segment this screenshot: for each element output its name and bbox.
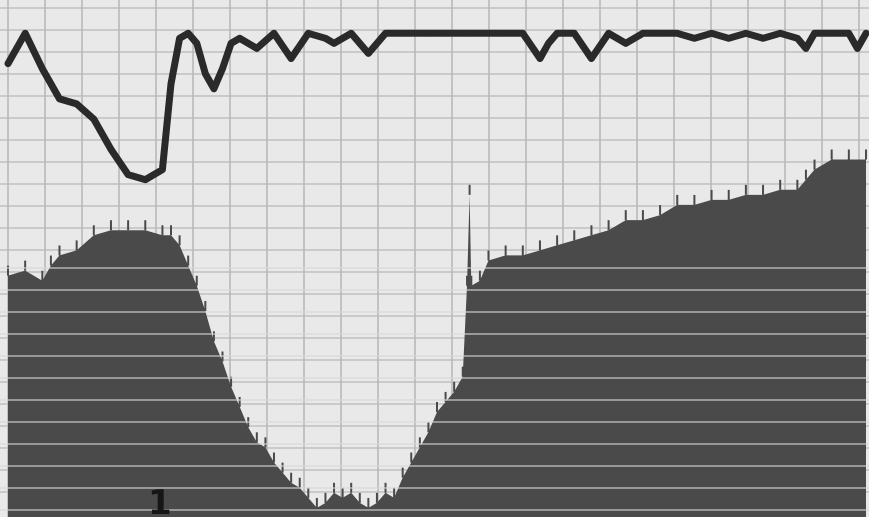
trace-series-point bbox=[142, 176, 149, 183]
trace-series-point bbox=[236, 35, 243, 42]
trace-series-point bbox=[656, 30, 664, 37]
trace-series-point bbox=[742, 30, 750, 37]
trace-series-point bbox=[708, 30, 715, 37]
trace-series-point bbox=[828, 30, 835, 37]
trace-series-point bbox=[176, 35, 183, 42]
trace-series-point bbox=[348, 30, 355, 37]
trace-series-point bbox=[382, 30, 389, 37]
trace-series-point bbox=[39, 65, 46, 72]
trace-series-point bbox=[73, 100, 80, 108]
trace-series-point bbox=[159, 166, 166, 173]
trace-series-point bbox=[622, 40, 629, 47]
trace-series-point bbox=[725, 35, 732, 42]
trace-series-point bbox=[202, 70, 209, 77]
trace-series-layer bbox=[4, 29, 869, 184]
trace-series-point bbox=[253, 45, 260, 52]
trace-series-point bbox=[408, 30, 415, 37]
trace-series-point bbox=[794, 35, 801, 42]
trace-series-point bbox=[553, 30, 561, 37]
trace-series-point bbox=[56, 95, 63, 103]
trace-series-point bbox=[811, 30, 818, 37]
trace-series-point bbox=[802, 45, 810, 52]
trace-series-point bbox=[322, 35, 329, 42]
trace-series-point bbox=[4, 60, 12, 67]
trace-series-point bbox=[442, 30, 449, 37]
trace-series-point bbox=[639, 30, 647, 37]
trace-series-point bbox=[493, 30, 501, 37]
trace-series-point bbox=[425, 30, 432, 37]
trace-series-point bbox=[536, 55, 544, 62]
trace-series-point bbox=[124, 171, 132, 178]
trace-series-point bbox=[468, 30, 475, 37]
trace-series-point bbox=[845, 30, 852, 37]
trace-series-point bbox=[305, 30, 312, 37]
trace-series-point bbox=[588, 55, 595, 62]
trace-series-point bbox=[227, 40, 235, 47]
trace-series-point bbox=[691, 35, 698, 42]
trace-series-point bbox=[605, 30, 612, 37]
trace-series-point bbox=[287, 55, 295, 62]
trace-series-point bbox=[185, 30, 192, 37]
trace-series-point bbox=[759, 35, 767, 42]
trace-series-point bbox=[107, 146, 115, 153]
trace-series-point bbox=[545, 40, 552, 47]
trace-series-point bbox=[399, 30, 406, 37]
trace-series-point bbox=[674, 30, 681, 37]
trace-series-point bbox=[219, 65, 226, 72]
trace-series-point bbox=[862, 30, 869, 37]
trace-series-point bbox=[167, 80, 175, 88]
trace-series-point bbox=[210, 85, 218, 93]
trace-series-point bbox=[571, 30, 578, 37]
fill-raster-lines bbox=[0, 267, 869, 511]
trace-series-point bbox=[854, 45, 861, 52]
trace-series-point bbox=[519, 30, 526, 37]
filled-series-area bbox=[8, 159, 866, 517]
trace-series-point bbox=[90, 115, 98, 123]
trace-series-point bbox=[270, 30, 278, 37]
trace-series-point bbox=[330, 40, 338, 47]
filled-series-layer bbox=[7, 149, 867, 517]
trace-series-line bbox=[4, 29, 869, 184]
trace-series-point bbox=[365, 50, 372, 57]
trace-series-point bbox=[193, 40, 200, 47]
trace-series-point bbox=[22, 30, 29, 37]
trace-series-point bbox=[777, 30, 784, 37]
panel-label: 1 bbox=[148, 483, 172, 517]
